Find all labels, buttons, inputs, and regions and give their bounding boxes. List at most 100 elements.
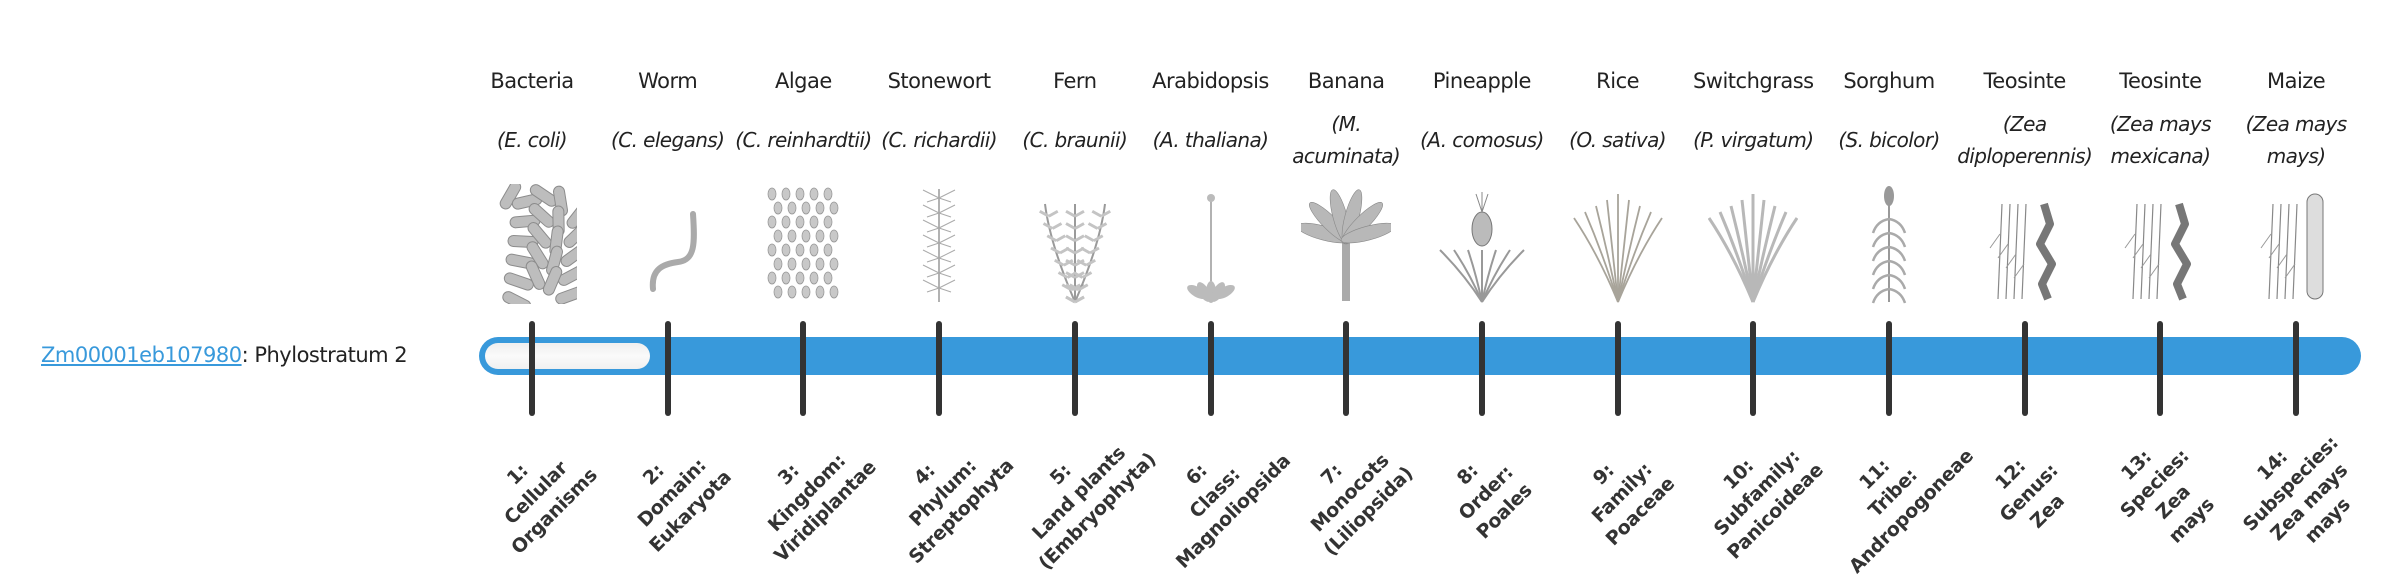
stratum-tick bbox=[1886, 321, 1892, 416]
organism-column: Pineapple (A. comosus) bbox=[1412, 64, 1552, 304]
organism-latin-name: (S. bicolor) bbox=[1819, 104, 1959, 176]
banana-illustration bbox=[1301, 189, 1392, 301]
rice-illustration bbox=[1572, 194, 1663, 303]
stratum-tick bbox=[2293, 321, 2300, 416]
organism-latin-name: (C. braunii) bbox=[1005, 104, 1145, 176]
stratum-label: 1: Cellular Organisms bbox=[451, 408, 621, 578]
latin-text: (Zea mays mexicana) bbox=[2109, 112, 2212, 168]
organism-latin-name: (Zea diploperennis) bbox=[1955, 104, 2095, 176]
organism-column: Teosinte (Zea diploperennis) bbox=[1955, 64, 2095, 304]
stratum-tick bbox=[1478, 321, 1485, 416]
latin-text: (Zea mays mays) bbox=[2245, 112, 2348, 168]
latin-text: (P. virgatum) bbox=[1693, 128, 1814, 152]
phylostratum-text: Phylostratum 2 bbox=[254, 343, 408, 367]
organism-name: Arabidopsis bbox=[1152, 69, 1269, 93]
stratum-tick bbox=[936, 321, 943, 416]
organism-latin-name: (E. coli) bbox=[462, 104, 602, 176]
stratum-label: 6: Class: Magnoliopsida bbox=[1130, 408, 1300, 578]
stratum-tick bbox=[800, 321, 807, 416]
organism-latin-name: (A. comosus) bbox=[1412, 104, 1552, 176]
stonewort-illustration bbox=[922, 189, 956, 302]
stratum-label: 11: Tribe: Andropogoneae bbox=[1808, 408, 1978, 578]
organism-column: Sorghum (S. bicolor) bbox=[1819, 64, 1959, 304]
organism-latin-name: (Zea mays mexicana) bbox=[2090, 104, 2230, 176]
stratum-label: 7: Monocots (Liliopsida) bbox=[1265, 408, 1435, 578]
organism-column: Algae (C. reinhardtii) bbox=[733, 64, 873, 304]
organism-column: Fern (C. braunii) bbox=[1005, 64, 1145, 304]
organism-name: Stonewort bbox=[887, 69, 992, 93]
teosinte-illustration bbox=[1989, 202, 2056, 301]
organism-latin-name: (C. elegans) bbox=[598, 104, 738, 176]
stratum-tick bbox=[1207, 321, 1214, 416]
separator: : bbox=[241, 343, 249, 367]
stratum-tick bbox=[2021, 321, 2028, 416]
organism-latin-name: (A. thaliana) bbox=[1141, 104, 1281, 176]
stratum-label: 2: Domain: Eukaryota bbox=[587, 408, 757, 578]
stratum-tick bbox=[1343, 321, 1350, 416]
gene-id-link[interactable]: Zm00001eb107980 bbox=[41, 343, 242, 367]
gene-phylostratum-label: Zm00001eb107980: Phylostratum 2 bbox=[41, 340, 408, 370]
sorghum-illustration bbox=[1871, 186, 1907, 304]
organism-column: Worm (C. elegans) bbox=[598, 64, 738, 304]
pineapple-illustration bbox=[1439, 192, 1525, 303]
organism-name: Worm bbox=[638, 69, 698, 93]
organism-name: Algae bbox=[774, 69, 832, 93]
organism-name: Switchgrass bbox=[1692, 69, 1814, 93]
organism-name: Teosinte bbox=[1983, 69, 2067, 93]
stratum-tick bbox=[1750, 321, 1757, 416]
organism-name: Rice bbox=[1596, 69, 1640, 93]
organism-column: Stonewort (C. richardii) bbox=[869, 64, 1009, 304]
organism-latin-name: (O. sativa) bbox=[1548, 104, 1688, 176]
organism-name: Sorghum bbox=[1843, 69, 1935, 93]
organism-latin-name: (P. virgatum) bbox=[1683, 104, 1823, 176]
stratum-label: 14: Subspecies: Zea mays mays bbox=[2215, 408, 2385, 578]
phylostratum-bar bbox=[479, 337, 2361, 375]
latin-text: (S. bicolor) bbox=[1838, 128, 1940, 152]
organism-column: Bacteria (E. coli) bbox=[462, 64, 602, 304]
stratum-label: 8: Order: Poales bbox=[1401, 408, 1571, 578]
stratum-tick bbox=[529, 321, 535, 416]
organism-column: Maize (Zea mays mays) bbox=[2226, 64, 2366, 304]
organism-latin-name: (C. richardii) bbox=[869, 104, 1009, 176]
organism-name: Maize bbox=[2266, 69, 2326, 93]
stratum-tick bbox=[2157, 321, 2164, 416]
latin-text: (C. braunii) bbox=[1022, 128, 1128, 152]
organism-latin-name: (M. acuminata) bbox=[1276, 104, 1416, 176]
latin-text: (M. acuminata) bbox=[1292, 112, 1401, 168]
stratum-label: 4: Phylum: Streptophyta bbox=[858, 408, 1028, 578]
latin-text: (C. elegans) bbox=[611, 128, 725, 152]
organism-name: Teosinte bbox=[2119, 69, 2202, 93]
latin-text: (O. sativa) bbox=[1569, 128, 1666, 152]
stratum-label: 5: Land plants (Embryophyta) bbox=[994, 408, 1164, 578]
switchgrass-illustration bbox=[1708, 194, 1799, 303]
latin-text: (C. reinhardtii) bbox=[735, 128, 872, 152]
stratum-label: 12: Genus: Zea bbox=[1944, 408, 2114, 578]
stratum-tick bbox=[1614, 321, 1621, 416]
organism-latin-name: (C. reinhardtii) bbox=[733, 104, 873, 176]
arabidopsis-illustration bbox=[1186, 194, 1235, 303]
stratum-label: 13: Species: Zea mays bbox=[2080, 408, 2250, 578]
organism-latin-name: (Zea mays mays) bbox=[2226, 104, 2366, 176]
organism-column: Banana (M. acuminata) bbox=[1276, 64, 1416, 304]
fern-illustration bbox=[1038, 203, 1111, 304]
latin-text: (A. comosus) bbox=[1420, 128, 1544, 152]
organism-column: Switchgrass (P. virgatum) bbox=[1683, 64, 1823, 304]
latin-text: (Zea diploperennis) bbox=[1957, 112, 2093, 168]
latin-text: (E. coli) bbox=[497, 128, 568, 152]
organism-column: Teosinte (Zea mays mexicana) bbox=[2090, 64, 2230, 304]
bacteria-illustration bbox=[499, 184, 577, 304]
stratum-tick bbox=[1071, 321, 1078, 416]
organism-name: Bacteria bbox=[490, 69, 574, 93]
latin-text: (C. richardii) bbox=[881, 128, 997, 152]
latin-text: (A. thaliana) bbox=[1152, 128, 1269, 152]
organism-name: Fern bbox=[1053, 69, 1097, 93]
organism-name: Banana bbox=[1307, 69, 1385, 93]
teosinte-illustration bbox=[2124, 202, 2192, 301]
bar-unfilled-segment bbox=[485, 343, 650, 369]
organism-column: Rice (O. sativa) bbox=[1548, 64, 1688, 304]
stratum-tick bbox=[664, 321, 671, 416]
stratum-label: 9: Family: Poaceae bbox=[1537, 408, 1707, 578]
stratum-label: 10: Subfamily: Panicoideae bbox=[1672, 408, 1842, 578]
algae-illustration bbox=[767, 187, 839, 299]
organism-name: Pineapple bbox=[1432, 69, 1532, 93]
